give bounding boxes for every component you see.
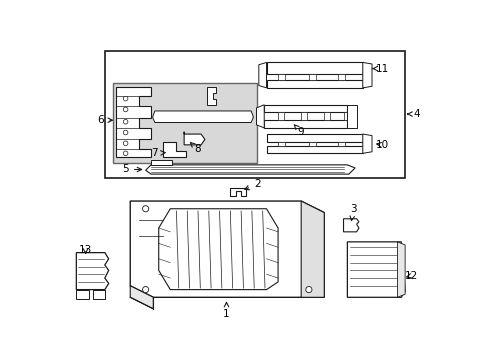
Text: 12: 12 [405,271,418,281]
Text: 6: 6 [98,115,112,125]
Text: 11: 11 [372,64,389,73]
Circle shape [123,141,128,145]
Circle shape [123,107,128,112]
Polygon shape [278,112,284,120]
Polygon shape [163,142,186,157]
Polygon shape [338,74,345,80]
Text: 5: 5 [122,165,142,175]
Circle shape [123,151,128,156]
Polygon shape [267,134,363,142]
Text: 10: 10 [375,140,389,150]
Circle shape [123,130,128,135]
Polygon shape [130,201,324,297]
Text: 9: 9 [294,125,304,137]
Polygon shape [278,74,285,80]
Text: 8: 8 [191,143,200,154]
Polygon shape [324,112,330,120]
Polygon shape [76,289,89,299]
Polygon shape [267,145,363,153]
Text: 3: 3 [350,204,357,221]
Circle shape [123,120,128,124]
Polygon shape [113,83,257,163]
Polygon shape [76,253,109,289]
Polygon shape [343,112,350,120]
Polygon shape [301,112,307,120]
Polygon shape [117,87,151,157]
Polygon shape [397,242,405,297]
Circle shape [123,96,128,101]
Polygon shape [159,209,278,289]
Polygon shape [363,62,372,88]
Text: 13: 13 [79,244,92,255]
Polygon shape [105,51,405,178]
Text: 7: 7 [151,148,165,158]
Polygon shape [309,142,316,145]
Circle shape [143,287,149,293]
Polygon shape [278,142,285,145]
Polygon shape [130,286,153,309]
Polygon shape [259,62,267,88]
Polygon shape [301,201,324,297]
Polygon shape [347,105,357,128]
Polygon shape [309,74,316,80]
Polygon shape [146,165,355,174]
Polygon shape [230,188,245,195]
Polygon shape [267,62,363,74]
Polygon shape [338,142,345,145]
Polygon shape [207,87,217,105]
Polygon shape [264,120,347,128]
Polygon shape [152,111,253,122]
Polygon shape [264,105,347,112]
Polygon shape [93,289,105,299]
Polygon shape [184,132,205,145]
Polygon shape [257,105,264,128]
Text: 4: 4 [408,109,420,119]
Text: 2: 2 [245,179,261,190]
Polygon shape [347,242,405,297]
Polygon shape [363,134,372,153]
Text: 1: 1 [223,302,230,319]
Polygon shape [343,219,359,232]
Polygon shape [267,80,363,88]
Circle shape [143,206,149,212]
Polygon shape [151,160,172,165]
Circle shape [306,287,312,293]
